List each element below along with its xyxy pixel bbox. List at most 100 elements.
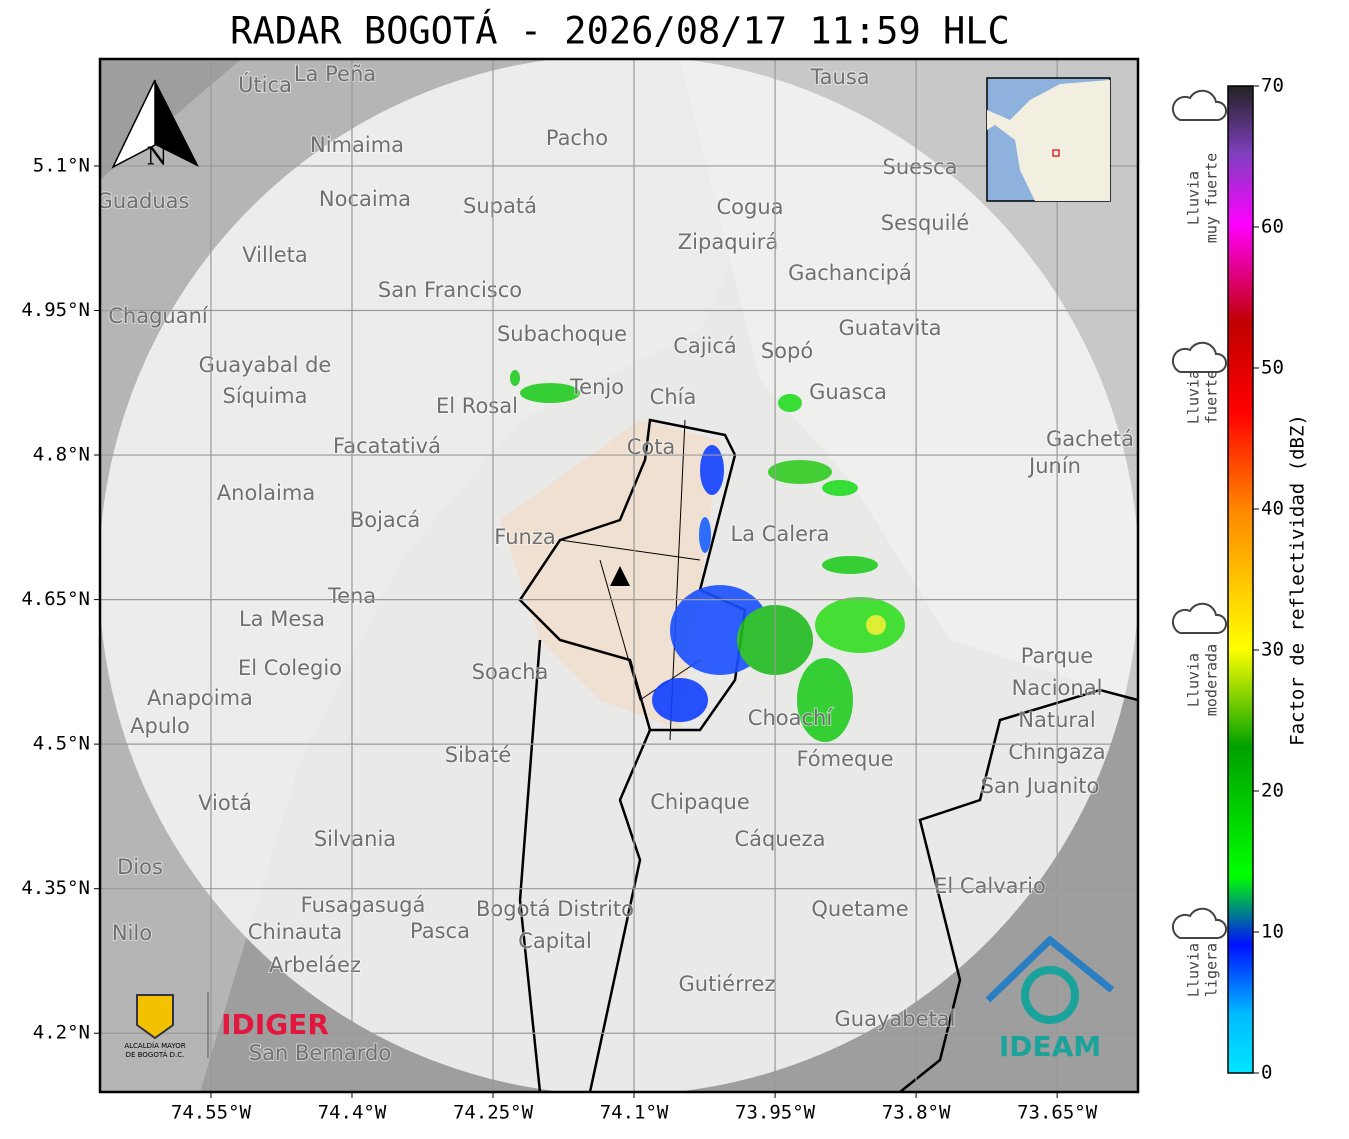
rain-level-label: fuerte: [1203, 370, 1221, 424]
arrow-right: [155, 80, 199, 167]
colorbar-tick-label: 20: [1261, 780, 1284, 802]
place-label: Síquima: [223, 384, 308, 408]
swirl: [1021, 966, 1079, 1024]
rain-level-label: ligera: [1203, 943, 1221, 997]
echo: [699, 517, 711, 553]
echo: [520, 383, 580, 403]
place-label: Chinauta: [248, 920, 342, 944]
place-label: Cogua: [716, 195, 783, 219]
rain-level-label: Lluvia: [1185, 370, 1203, 424]
shield: [136, 994, 174, 1040]
place-label: Chía: [650, 385, 697, 409]
place-label: Gachetá: [1046, 427, 1134, 451]
place-label: Arbeláez: [269, 953, 361, 977]
colorbar-tick-label: 40: [1261, 498, 1284, 520]
colorbar-tick-label: 70: [1261, 75, 1284, 97]
y-tick-label: 4.8°N: [33, 444, 90, 466]
place-label: Nimaima: [310, 133, 404, 157]
rain-level-label: muy fuerte: [1203, 153, 1221, 243]
place-label: Guaduas: [97, 189, 190, 213]
icon: [1171, 341, 1227, 373]
place-label: Guayabetal: [835, 1007, 956, 1031]
y-tick-label: 5.1°N: [33, 154, 90, 176]
place-label: El Calvario: [934, 874, 1046, 898]
colorbar-tick-label: 60: [1261, 216, 1284, 238]
x-tick-label: 73.65°W: [1017, 1102, 1098, 1124]
place-label: Pacho: [546, 126, 608, 150]
place-label: Suesca: [883, 155, 958, 179]
x-tick-label: 74.55°W: [171, 1102, 252, 1124]
x-tick-label: 74.4°W: [318, 1102, 387, 1124]
title: RADAR BOGOTÁ - 2026/08/17 11:59 HLC: [230, 9, 1010, 53]
place-label: Apulo: [130, 714, 190, 738]
place-label: Choachí: [748, 706, 834, 730]
rain-level-label: Lluvia: [1185, 171, 1203, 225]
place-label: Zipaquirá: [678, 230, 778, 254]
place-label: Guatavita: [839, 316, 942, 340]
icon: [1171, 602, 1227, 634]
colorbar-tick-label: 30: [1261, 639, 1284, 661]
alcaldia-logo: ALCALDÍA MAYOR DE BOGOTÁ D.C. IDIGER: [124, 992, 329, 1059]
place-label: Guasca: [809, 380, 887, 404]
place-label: La Mesa: [239, 607, 325, 631]
echo: [866, 615, 886, 635]
place-label: Chaguaní: [108, 304, 209, 328]
grid: [100, 59, 1138, 1092]
radar-site: [610, 566, 630, 586]
place-label: La Calera: [730, 522, 829, 546]
echo: [797, 658, 853, 742]
place-label: El Colegio: [238, 656, 342, 680]
echo: [700, 445, 724, 495]
place-label: Junín: [1027, 454, 1081, 478]
inset-land: [987, 80, 1110, 201]
x-tick-label: 74.25°W: [453, 1102, 534, 1124]
logo-text: DE BOGOTÁ D.C.: [126, 1050, 185, 1059]
echo: [778, 394, 802, 412]
place-label: Nocaima: [319, 187, 411, 211]
echo: [510, 370, 520, 386]
place-label: Sesquilé: [881, 211, 969, 235]
echo: [768, 460, 832, 484]
x-tick-label: 74.1°W: [600, 1102, 669, 1124]
place-label: Quetame: [811, 897, 908, 921]
ideam-logo: IDEAM: [985, 935, 1115, 1063]
echo: [815, 597, 905, 653]
place-label: Pasca: [410, 919, 470, 943]
place-label: Anapoima: [147, 686, 253, 710]
x-tick-label: 73.95°W: [735, 1102, 816, 1124]
place-label: Cáqueza: [735, 827, 826, 851]
place-label: Guayabal de: [199, 353, 332, 377]
place-label: La Peña: [294, 62, 376, 86]
place-label: San Bernardo: [249, 1041, 391, 1065]
place-label: Dios: [117, 855, 163, 879]
place-label: Villeta: [242, 243, 307, 267]
place-label: El Rosal: [436, 394, 518, 418]
place-label: Sibaté: [445, 743, 512, 767]
place-label: Gutiérrez: [679, 972, 776, 996]
y-tick-label: 4.5°N: [33, 733, 90, 755]
place-label: Bogotá Distrito: [476, 897, 634, 921]
rain-level-label: moderada: [1203, 644, 1221, 716]
rain-level-label: Lluvia: [1185, 943, 1203, 997]
place-label: Tenjo: [569, 375, 624, 399]
colorbar-label: Factor de reflectividad (dBZ): [1287, 414, 1309, 746]
ideam-text: IDEAM: [999, 1030, 1101, 1063]
inset-map: [986, 77, 1111, 202]
rain-level-label: Lluvia: [1185, 653, 1203, 707]
place-label: Cajicá: [673, 334, 737, 358]
place-label: Bojacá: [350, 508, 420, 532]
y-tick-label: 4.95°N: [21, 299, 90, 321]
colorbar-tick-label: 50: [1261, 357, 1284, 379]
place-label: Subachoque: [497, 322, 627, 346]
place-label: Chipaque: [650, 790, 750, 814]
place-label: Tausa: [809, 65, 869, 89]
icon: [1171, 89, 1227, 121]
x-tick-label: 73.8°W: [882, 1102, 951, 1124]
y-tick-label: 4.65°N: [21, 588, 90, 610]
place-label: San Juanito: [981, 774, 1100, 798]
roof: [985, 935, 1115, 1003]
place-label: Sopó: [761, 339, 813, 363]
colorbar-tick-label: 0: [1261, 1062, 1272, 1084]
north-label: N: [147, 143, 168, 171]
